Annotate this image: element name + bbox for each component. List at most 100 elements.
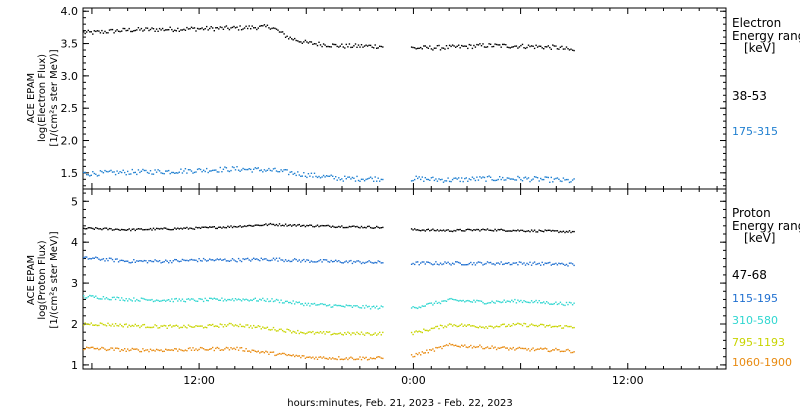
data-point [277, 353, 279, 355]
data-point [133, 30, 135, 32]
data-point [559, 301, 562, 303]
data-point [356, 46, 358, 48]
data-point [464, 324, 466, 326]
data-point [221, 26, 223, 29]
data-point [315, 331, 317, 334]
data-point [468, 228, 470, 231]
data-point [184, 301, 187, 303]
data-point [127, 326, 129, 328]
data-point [316, 358, 319, 360]
data-point [286, 300, 288, 302]
data-point [283, 169, 285, 171]
data-point [96, 324, 99, 327]
data-point [233, 259, 235, 261]
data-point [245, 298, 247, 300]
data-point [555, 230, 557, 232]
data-point [556, 349, 559, 351]
data-point [294, 172, 296, 175]
data-point [204, 226, 206, 228]
data-point [500, 228, 502, 230]
data-point [421, 331, 423, 334]
data-point [479, 325, 481, 328]
data-point [202, 300, 205, 303]
data-point [128, 349, 130, 352]
data-point [242, 167, 244, 170]
data-point [168, 299, 170, 301]
data-point [221, 349, 223, 351]
data-point [253, 298, 255, 300]
data-point [424, 352, 426, 354]
data-point [482, 264, 484, 266]
data-point [561, 231, 563, 233]
data-point [183, 300, 185, 302]
data-point [184, 326, 187, 328]
data-point [359, 261, 361, 263]
data-point [321, 332, 323, 334]
data-point [318, 260, 320, 262]
data-point [568, 350, 571, 352]
data-point [497, 44, 499, 46]
data-point [96, 257, 99, 259]
data-point [84, 256, 86, 258]
data-point [102, 323, 105, 326]
data-point [240, 300, 243, 302]
data-point [190, 26, 193, 28]
data-point [377, 177, 379, 179]
data-point [328, 357, 331, 359]
data-point [529, 350, 531, 352]
data-point [294, 224, 296, 226]
data-point [477, 44, 480, 46]
data-point [237, 225, 240, 228]
data-point [149, 326, 152, 329]
y-tick-label: 3.5 [61, 38, 79, 51]
data-point [342, 358, 344, 361]
data-point [122, 169, 124, 171]
data-point [121, 259, 123, 261]
data-point [236, 226, 238, 228]
data-point [263, 327, 266, 329]
data-point [561, 350, 563, 352]
data-point [108, 324, 111, 326]
data-point [92, 257, 94, 259]
data-point [420, 262, 422, 264]
data-point [224, 226, 226, 229]
data-point [243, 168, 246, 171]
data-point [310, 41, 313, 43]
data-point [436, 302, 439, 304]
data-point [272, 300, 275, 303]
data-point [175, 348, 177, 350]
data-point [265, 25, 267, 28]
data-point [178, 348, 180, 350]
data-point [175, 228, 177, 230]
data-point [230, 322, 232, 325]
data-point [277, 171, 279, 173]
data-point [271, 27, 273, 30]
data-point [500, 346, 502, 349]
data-point [353, 358, 355, 361]
data-point [242, 298, 244, 300]
proton-ylabel-line2: log(Proton Flux) [37, 240, 48, 319]
data-point [328, 225, 331, 227]
data-point [202, 169, 205, 171]
data-point [209, 348, 211, 350]
data-point [444, 261, 446, 263]
data-point [368, 177, 370, 179]
data-point [315, 261, 317, 263]
data-point [526, 301, 528, 303]
data-point [357, 44, 360, 46]
data-point [225, 25, 228, 27]
data-point [494, 264, 496, 266]
data-point [518, 230, 521, 232]
data-point [327, 304, 329, 307]
data-point [479, 230, 481, 232]
data-point [201, 298, 203, 301]
data-point [266, 169, 269, 171]
data-point [271, 170, 273, 172]
data-point [450, 323, 452, 326]
data-point [382, 178, 384, 181]
data-point [181, 29, 184, 31]
data-point [152, 28, 155, 30]
data-point [184, 29, 187, 31]
data-point [464, 301, 466, 303]
